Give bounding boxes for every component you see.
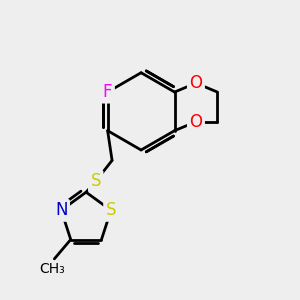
Text: S: S <box>91 172 101 190</box>
Text: N: N <box>55 201 68 219</box>
Text: CH₃: CH₃ <box>39 262 65 276</box>
Text: O: O <box>189 74 203 92</box>
Text: O: O <box>189 113 203 131</box>
Text: S: S <box>106 201 116 219</box>
Text: F: F <box>103 83 112 101</box>
